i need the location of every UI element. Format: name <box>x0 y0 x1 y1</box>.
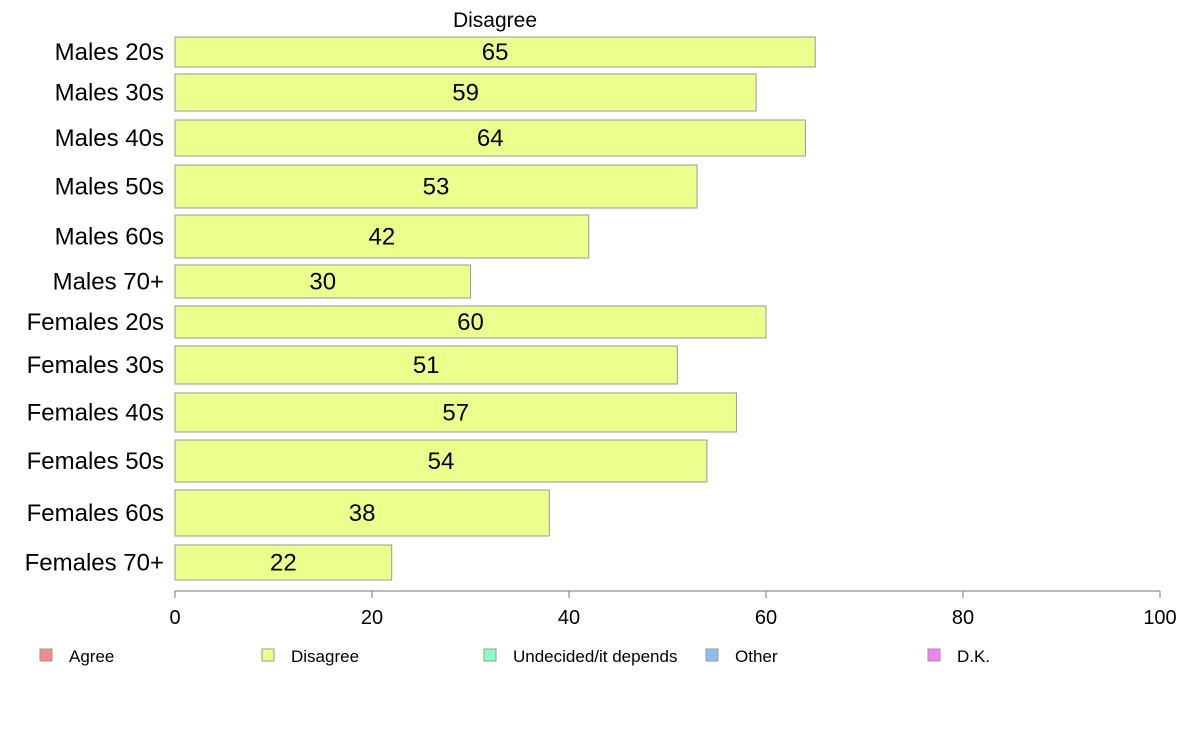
bars-group: Males 20s 65 Males 30s 59 Males 40s 64 Males 5… <box>25 36 816 581</box>
category-label: Females 30s <box>27 352 164 379</box>
category-label: Males 50s <box>55 174 164 201</box>
category-label: Females 50s <box>27 448 164 475</box>
value-label: 59 <box>452 80 479 107</box>
x-tick-label: 40 <box>558 607 580 629</box>
legend-swatch <box>483 648 497 662</box>
legend-swatch <box>705 648 719 662</box>
legend: Agree Disagree Undecided/it depends Other D.… <box>39 647 990 666</box>
x-tick-label: 80 <box>952 607 974 629</box>
bar <box>174 214 590 259</box>
x-tick-label: 20 <box>361 607 383 629</box>
bar <box>174 305 767 339</box>
value-label: 65 <box>482 39 509 66</box>
bar <box>174 73 757 112</box>
legend-label: Other <box>735 647 778 666</box>
category-label: Males 20s <box>55 39 164 66</box>
bar <box>174 36 816 68</box>
legend-label: Undecided/it depends <box>513 647 677 666</box>
category-label: Females 70+ <box>25 550 164 577</box>
value-label: 30 <box>309 269 336 296</box>
legend-label: D.K. <box>957 647 990 666</box>
x-axis: 0 20 40 60 80 100 <box>169 590 1177 629</box>
legend-swatch <box>927 648 941 662</box>
category-label: Females 60s <box>27 500 164 527</box>
value-label: 42 <box>368 224 395 251</box>
bar <box>174 544 393 581</box>
category-label: Males 70+ <box>53 269 164 296</box>
x-tick-label: 60 <box>755 607 777 629</box>
value-label: 64 <box>477 125 504 152</box>
category-label: Males 30s <box>55 80 164 107</box>
value-label: 38 <box>349 500 376 527</box>
x-tick-label: 0 <box>169 607 180 629</box>
category-label: Females 20s <box>27 309 164 336</box>
bar <box>174 392 737 433</box>
category-label: Females 40s <box>27 400 164 427</box>
legend-swatch <box>261 648 275 662</box>
bar <box>174 264 471 299</box>
value-label: 60 <box>457 309 484 336</box>
legend-label: Agree <box>69 647 114 666</box>
bar <box>174 345 678 385</box>
chart-title: Disagree <box>453 9 537 32</box>
bar <box>174 489 550 537</box>
category-label: Males 60s <box>55 224 164 251</box>
legend-label: Disagree <box>291 647 359 666</box>
value-label: 51 <box>413 352 440 379</box>
category-label: Males 40s <box>55 125 164 152</box>
legend-swatch <box>39 648 53 662</box>
value-label: 57 <box>442 400 469 427</box>
value-label: 54 <box>428 448 455 475</box>
bar <box>174 164 698 209</box>
bar <box>174 439 708 483</box>
bar <box>174 119 806 157</box>
x-tick-label: 100 <box>1143 607 1176 629</box>
value-label: 53 <box>423 174 450 201</box>
value-label: 22 <box>270 550 297 577</box>
